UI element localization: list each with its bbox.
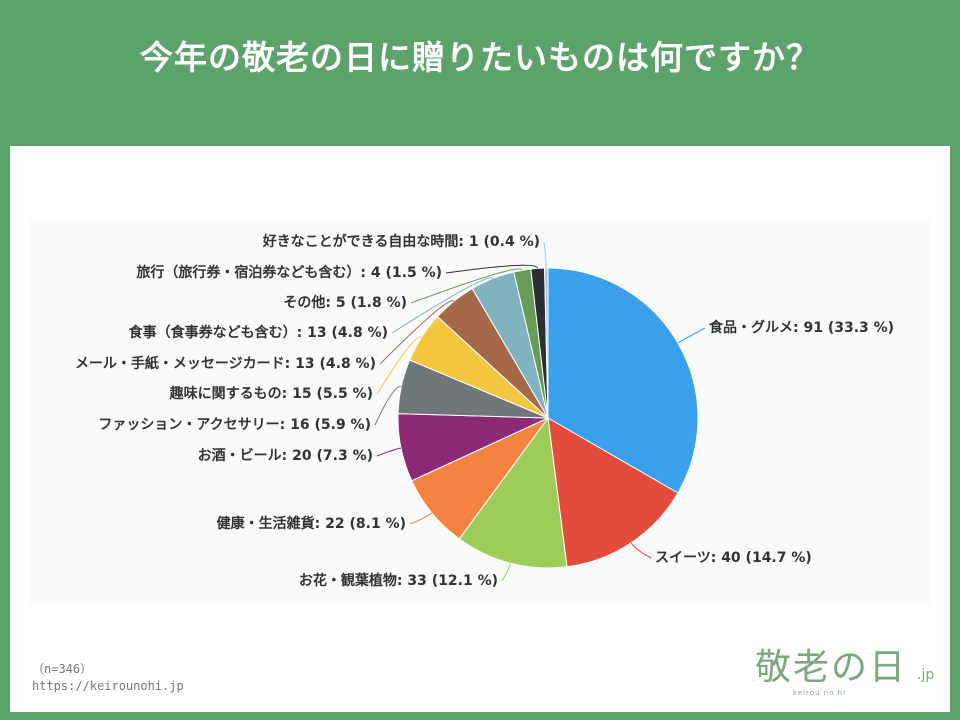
leader-line	[376, 447, 402, 457]
slice-label: メール・手紙・メッセージカード: 13 (4.8 %)	[75, 355, 376, 372]
leader-line	[677, 327, 706, 344]
pie-slice[interactable]	[547, 267, 699, 494]
leader-line	[630, 542, 652, 559]
logo-subtext: keirou no hi	[793, 689, 846, 697]
leader-line	[501, 563, 511, 582]
source-url[interactable]: https://keirounohi.jp	[32, 679, 184, 693]
leader-line	[391, 277, 493, 334]
page-title: 今年の敬老の日に贈りたいものは何ですか？	[140, 37, 820, 77]
slice-label: その他: 5 (1.8 %)	[283, 294, 407, 311]
slice-label: 食品・グルメ: 91 (33.3 %)	[709, 319, 894, 336]
leader-line	[374, 385, 402, 426]
slice-label: 旅行（旅行券・宿泊券なども含む）: 4 (1.5 %)	[136, 264, 442, 281]
chart-panel: 食品・グルメ: 91 (33.3 %) スイーツ: 40 (14.7 %) お花・観…	[10, 146, 950, 712]
pie-chart: 食品・グルメ: 91 (33.3 %) スイーツ: 40 (14.7 %) お花・観…	[75, 233, 894, 589]
slice-label: 食事（食事券なども含む）: 13 (4.8 %)	[129, 324, 388, 341]
leader-line	[379, 300, 455, 365]
pie-slice[interactable]	[458, 416, 568, 569]
site-logo: 敬老の日 .jp keirou no hi	[755, 647, 934, 697]
leader-line	[543, 241, 547, 269]
slice-label: 趣味に関するもの: 15 (5.5 %)	[169, 385, 373, 402]
sample-size-note: （n=346）	[32, 662, 93, 676]
logo-text: 敬老の日	[755, 647, 907, 688]
slice-label: お酒・ビール: 20 (7.3 %)	[198, 448, 373, 464]
slice-label: 好きなことができる自由な時間: 1 (0.4 %)	[262, 233, 540, 250]
slice-label: 健康・生活雑貨: 22 (8.1 %)	[217, 515, 406, 532]
leader-line	[376, 336, 422, 395]
logo-suffix: .jp	[917, 667, 934, 683]
slice-label: お花・観葉植物: 33 (12.1 %)	[299, 572, 498, 589]
leader-line	[409, 512, 433, 525]
leader-line	[445, 264, 539, 274]
header-banner: 今年の敬老の日に贈りたいものは何ですか？	[0, 0, 960, 145]
leader-line	[410, 268, 523, 304]
slice-label: ファッション・アクセサリー: 16 (5.9 %)	[98, 417, 371, 433]
slice-label: スイーツ: 40 (14.7 %)	[655, 550, 812, 566]
pie-slice[interactable]	[544, 267, 549, 419]
